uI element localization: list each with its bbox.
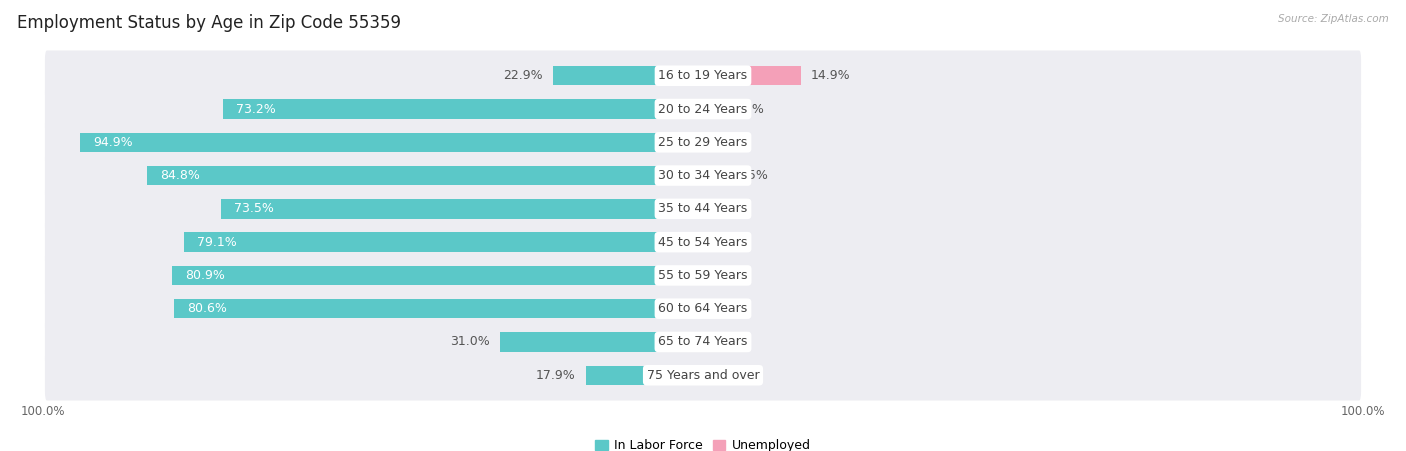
FancyBboxPatch shape [45, 317, 1361, 367]
Text: 22.9%: 22.9% [503, 69, 543, 82]
Text: 14.9%: 14.9% [811, 69, 851, 82]
FancyBboxPatch shape [45, 283, 1361, 334]
Bar [80, 133, 703, 152]
FancyBboxPatch shape [45, 117, 1361, 168]
Bar [703, 332, 709, 352]
Bar [703, 66, 801, 85]
Text: 16 to 19 Years: 16 to 19 Years [658, 69, 748, 82]
Text: 73.5%: 73.5% [233, 202, 274, 216]
FancyBboxPatch shape [45, 150, 1361, 201]
Text: 25 to 29 Years: 25 to 29 Years [658, 136, 748, 149]
FancyBboxPatch shape [45, 217, 1361, 267]
Text: 20 to 24 Years: 20 to 24 Years [658, 102, 748, 115]
Text: 0.0%: 0.0% [713, 369, 745, 382]
Text: 0.0%: 0.0% [713, 202, 745, 216]
Text: 45 to 54 Years: 45 to 54 Years [658, 235, 748, 249]
Text: Source: ZipAtlas.com: Source: ZipAtlas.com [1278, 14, 1389, 23]
Bar [585, 366, 703, 385]
Text: 31.0%: 31.0% [450, 336, 489, 349]
Bar [222, 99, 703, 119]
Bar [221, 199, 703, 219]
FancyBboxPatch shape [45, 184, 1361, 234]
Text: 80.9%: 80.9% [186, 269, 225, 282]
Text: 84.8%: 84.8% [160, 169, 200, 182]
Bar [146, 166, 703, 185]
Text: 35 to 44 Years: 35 to 44 Years [658, 202, 748, 216]
Text: 30 to 34 Years: 30 to 34 Years [658, 169, 748, 182]
Bar [703, 99, 723, 119]
Legend: In Labor Force, Unemployed: In Labor Force, Unemployed [595, 439, 811, 451]
Text: 3.5%: 3.5% [735, 169, 768, 182]
FancyBboxPatch shape [45, 84, 1361, 134]
Text: 3.0%: 3.0% [733, 102, 765, 115]
Bar [172, 266, 703, 285]
Bar [553, 66, 703, 85]
Text: 17.9%: 17.9% [536, 369, 575, 382]
Text: 0.0%: 0.0% [713, 235, 745, 249]
Text: 73.2%: 73.2% [236, 102, 276, 115]
Text: 0.0%: 0.0% [713, 269, 745, 282]
Text: 60 to 64 Years: 60 to 64 Years [658, 302, 748, 315]
FancyBboxPatch shape [45, 350, 1361, 400]
Bar [703, 166, 725, 185]
Text: 79.1%: 79.1% [197, 235, 236, 249]
Bar [499, 332, 703, 352]
Text: 0.0%: 0.0% [713, 136, 745, 149]
Text: 80.6%: 80.6% [187, 302, 228, 315]
Text: 75 Years and over: 75 Years and over [647, 369, 759, 382]
FancyBboxPatch shape [45, 51, 1361, 101]
Text: 0.0%: 0.0% [713, 302, 745, 315]
Bar [174, 299, 703, 318]
Text: 65 to 74 Years: 65 to 74 Years [658, 336, 748, 349]
FancyBboxPatch shape [45, 250, 1361, 301]
Text: 55 to 59 Years: 55 to 59 Years [658, 269, 748, 282]
Text: Employment Status by Age in Zip Code 55359: Employment Status by Age in Zip Code 553… [17, 14, 401, 32]
Text: 100.0%: 100.0% [21, 405, 65, 418]
Text: 0.8%: 0.8% [718, 336, 749, 349]
Text: 94.9%: 94.9% [93, 136, 134, 149]
Bar [184, 232, 703, 252]
Text: 100.0%: 100.0% [1341, 405, 1385, 418]
